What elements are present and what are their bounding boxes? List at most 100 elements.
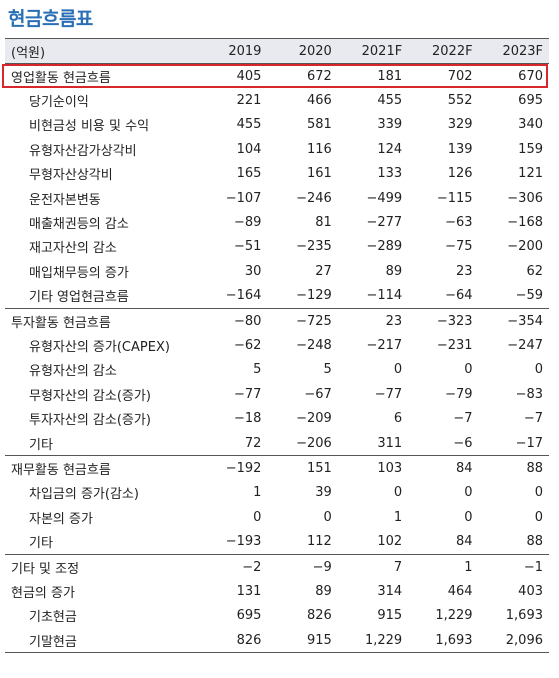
cell-value: 466 xyxy=(306,93,332,109)
row-label: 재고자산의 감소 xyxy=(29,241,117,257)
cell-value: 695 xyxy=(236,608,262,624)
row-label: 현금의 증가 xyxy=(11,585,75,601)
row-label: 매입채무등의 증가 xyxy=(29,265,129,281)
cell-value: 826 xyxy=(197,627,268,654)
cell-value: 0 xyxy=(464,509,473,525)
table-row: 매입채무등의 증가 30 27 89 23 62 xyxy=(5,259,549,283)
cell-value: 581 xyxy=(306,117,332,133)
table-row: 유형자산의 증가(CAPEX) −62 −248 −217 −231 −247 xyxy=(5,333,549,357)
table-row: 기타 및 조정 −2 −9 7 1 −1 xyxy=(5,553,549,580)
cell-value: 131 xyxy=(236,583,262,599)
cell-value: 161 xyxy=(306,166,332,182)
cell-value: 165 xyxy=(236,166,262,182)
cell-value: −6 xyxy=(453,435,473,451)
cell-value: 403 xyxy=(518,583,543,599)
cell-value: −209 xyxy=(296,411,332,427)
cell-value: 5 xyxy=(323,362,332,378)
cell-value: 0 xyxy=(464,485,473,501)
cell-value: 340 xyxy=(518,117,543,133)
cell-value: 102 xyxy=(377,534,403,550)
cell-value: 88 xyxy=(478,455,549,481)
cell-value: −323 xyxy=(408,307,479,334)
cell-value: −248 xyxy=(296,337,332,353)
cell-value: −206 xyxy=(296,435,332,451)
cell-value: 112 xyxy=(306,534,332,550)
cell-value: −2 xyxy=(197,553,268,580)
row-label: 영업활동 현금흐름 xyxy=(11,70,111,86)
cell-value: −115 xyxy=(436,190,473,206)
cell-value: −164 xyxy=(225,288,262,304)
row-label: 운전자본변동 xyxy=(29,192,101,208)
year-header-2020: 2020 xyxy=(267,38,338,64)
year-header-2019: 2019 xyxy=(197,38,268,64)
cell-value: 0 xyxy=(393,362,403,378)
table-row: 유형자산의 감소 5 5 0 0 0 xyxy=(5,358,549,382)
row-label: 기말현금 xyxy=(5,627,198,654)
cell-value: 311 xyxy=(377,435,403,451)
cell-value: −217 xyxy=(366,337,403,353)
cell-value: −354 xyxy=(478,307,549,334)
cell-value: 1,693 xyxy=(505,608,543,624)
table-row: 운전자본변동 −107 −246 −499 −115 −306 xyxy=(5,186,549,210)
cell-value: 89 xyxy=(385,263,403,279)
cell-value: 455 xyxy=(236,117,262,133)
table-row: 기타 −193 112 102 84 88 xyxy=(5,529,549,554)
year-header-2022f: 2022F xyxy=(408,38,479,64)
table-row: 투자활동 현금흐름 −80 −725 23 −323 −354 xyxy=(5,307,549,334)
cell-value: 0 xyxy=(253,509,262,525)
cell-value: 84 xyxy=(408,455,479,481)
cell-value: 39 xyxy=(315,485,332,501)
cell-value: −193 xyxy=(225,534,262,550)
cell-value: −1 xyxy=(478,553,549,580)
cell-value: −7 xyxy=(453,411,473,427)
cell-value: 672 xyxy=(306,68,332,84)
cell-value: 826 xyxy=(306,608,332,624)
cell-value: −83 xyxy=(515,386,543,402)
cell-value: 124 xyxy=(377,141,403,157)
unit-header: (억원) xyxy=(5,38,198,64)
cell-value: 6 xyxy=(393,411,403,427)
cell-value: −59 xyxy=(515,288,543,304)
cell-value: 88 xyxy=(526,534,543,550)
row-label: 재무활동 현금흐름 xyxy=(5,455,198,481)
cell-value: 116 xyxy=(306,141,332,157)
cell-value: 552 xyxy=(447,93,473,109)
cell-value: 695 xyxy=(518,93,543,109)
table-row: 기초현금 695 826 915 1,229 1,693 xyxy=(5,604,549,628)
table-row: 영업활동 현금흐름 405 672 181 702 670 xyxy=(5,64,549,89)
row-label: 기타 xyxy=(29,536,53,552)
cell-value: 455 xyxy=(377,93,403,109)
cell-value: −114 xyxy=(366,288,403,304)
cell-value: 103 xyxy=(337,455,409,481)
cell-value: −80 xyxy=(197,307,268,334)
cell-value: −77 xyxy=(374,386,403,402)
row-label: 기타 및 조정 xyxy=(5,553,198,580)
row-label: 투자자산의 감소(증가) xyxy=(29,413,151,429)
row-label: 투자활동 현금흐름 xyxy=(5,307,198,334)
table-header-row: (억원) 2019 2020 2021F 2022F 2023F xyxy=(5,38,549,64)
cell-value: −499 xyxy=(366,190,403,206)
table-row: 무형자산상각비 165 161 133 126 121 xyxy=(5,162,549,186)
cell-value: 0 xyxy=(464,362,473,378)
cell-value: 670 xyxy=(518,68,543,84)
cell-value: 30 xyxy=(244,263,262,279)
cell-value: 1 xyxy=(253,485,262,501)
year-header-2023f: 2023F xyxy=(478,38,549,64)
cell-value: 62 xyxy=(526,263,543,279)
cell-value: −7 xyxy=(523,411,543,427)
cell-value: 181 xyxy=(377,68,403,84)
cell-value: 81 xyxy=(315,215,332,231)
cell-value: −289 xyxy=(366,239,403,255)
cell-value: −235 xyxy=(296,239,332,255)
cell-value: 84 xyxy=(456,534,473,550)
cell-value: −107 xyxy=(225,190,262,206)
table-row: 비현금성 비용 및 수익 455 581 339 329 340 xyxy=(5,113,549,137)
row-label: 당기순이익 xyxy=(29,95,89,111)
row-label: 기타 xyxy=(29,437,53,453)
cell-value: 702 xyxy=(447,68,473,84)
row-label: 무형자산의 감소(증가) xyxy=(29,388,151,404)
table-row: 당기순이익 221 466 455 552 695 xyxy=(5,88,549,112)
cell-value: −246 xyxy=(296,190,332,206)
cell-value: 0 xyxy=(534,362,543,378)
cell-value: 1,229 xyxy=(337,627,409,654)
